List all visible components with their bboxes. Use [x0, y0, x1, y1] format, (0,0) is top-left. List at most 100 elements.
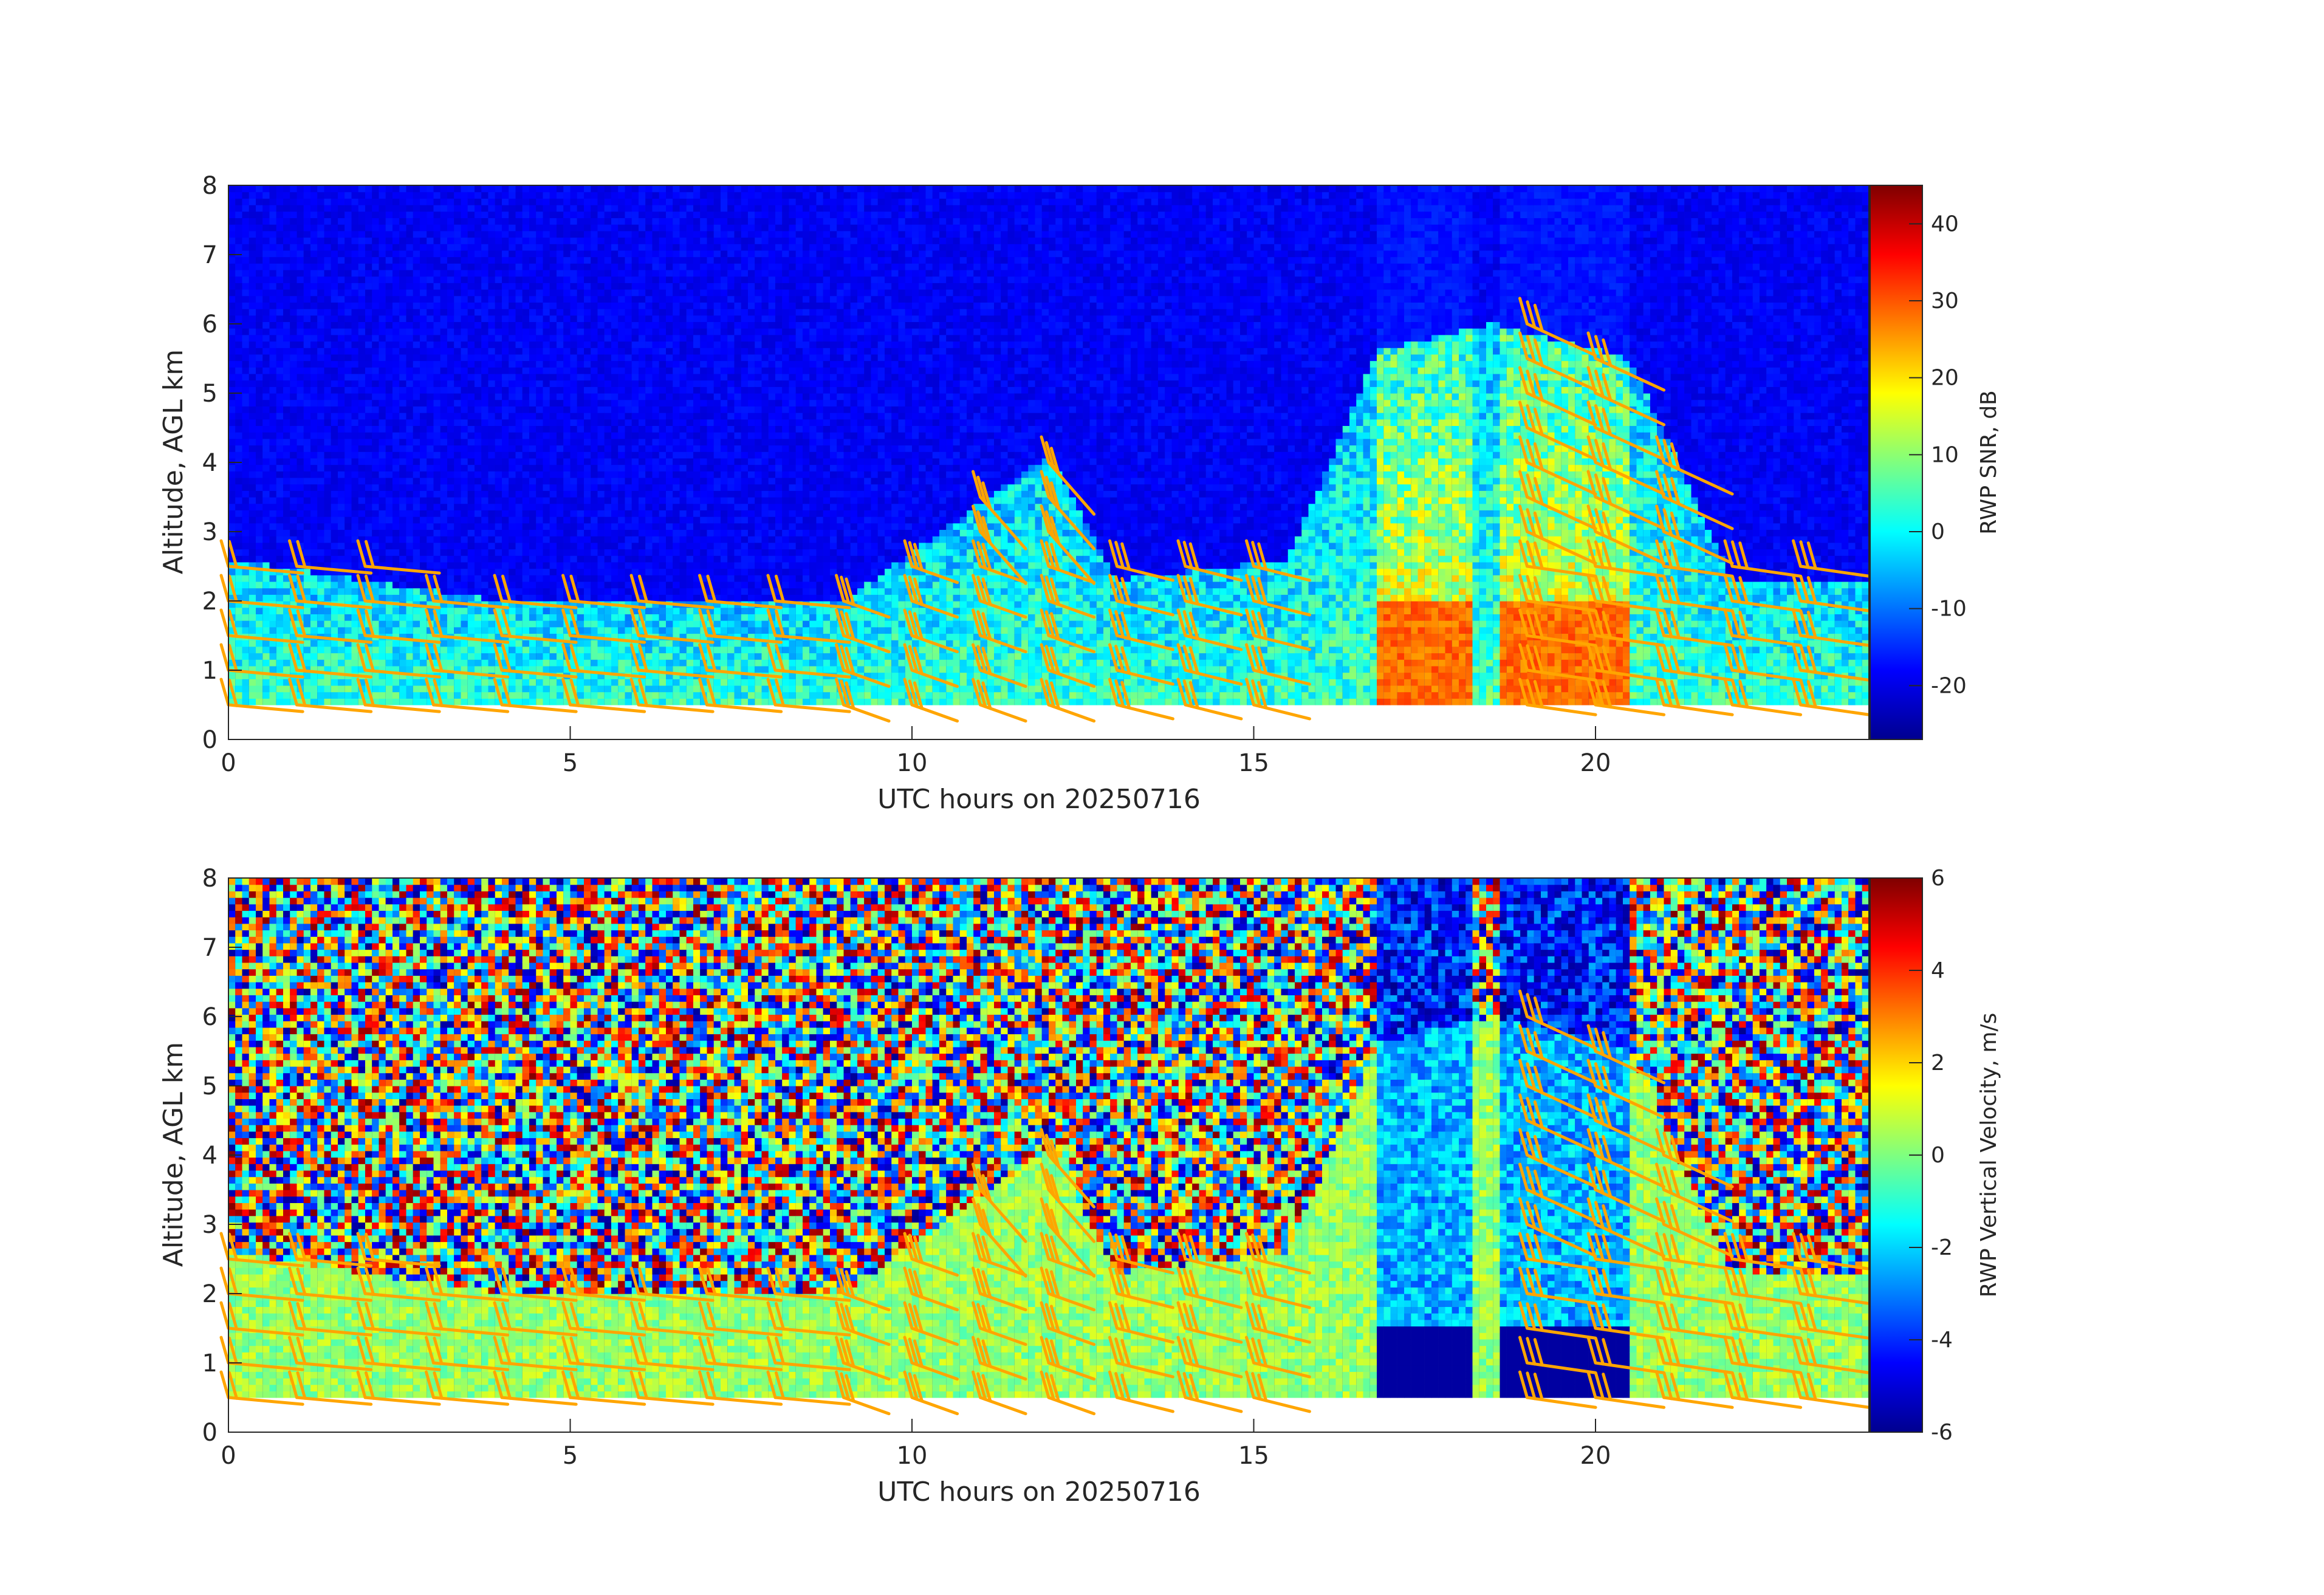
top-heatmap-cell [338, 549, 345, 556]
top-heatmap-cell [536, 191, 544, 199]
top-heatmap-cell [399, 360, 407, 368]
top-heatmap-cell [283, 269, 290, 277]
top-heatmap-cell [406, 367, 414, 374]
top-heatmap-cell [604, 283, 612, 290]
top-heatmap-cell [331, 302, 338, 309]
top-heatmap-cell [557, 244, 564, 251]
top-heatmap-cell [372, 464, 380, 472]
top-heatmap-cell [269, 205, 277, 212]
top-heatmap-cell [536, 536, 544, 543]
top-heatmap-cell [577, 419, 584, 427]
top-heatmap-cell [276, 315, 284, 323]
top-heatmap-cell [420, 399, 427, 406]
top-heatmap-cell [406, 419, 414, 427]
top-heatmap-cell [344, 464, 352, 472]
top-heatmap-cell [324, 309, 332, 316]
top-heatmap-cell [351, 348, 359, 355]
top-heatmap-cell [618, 445, 626, 452]
top-heatmap-cell [283, 218, 290, 225]
top-heatmap-cell [256, 698, 263, 705]
top-heatmap-cell [475, 263, 482, 270]
top-heatmap-cell [467, 451, 475, 459]
top-heatmap-cell [447, 334, 454, 342]
top-heatmap-cell [591, 432, 598, 439]
top-heatmap-cell [317, 555, 325, 563]
top-heatmap-cell [358, 516, 366, 524]
top-heatmap-cell [618, 354, 626, 362]
top-heatmap-cell [420, 302, 427, 309]
top-heatmap-cell [365, 237, 372, 244]
top-heatmap-cell [447, 529, 454, 537]
top-heatmap-cell [577, 283, 584, 290]
top-heatmap-cell [358, 230, 366, 238]
top-heatmap-cell [262, 633, 270, 640]
top-heatmap-cell [283, 594, 290, 602]
top-heatmap-cell [256, 640, 263, 647]
top-heatmap-cell [351, 321, 359, 329]
top-heatmap-cell [570, 386, 578, 394]
top-heatmap-cell [557, 295, 564, 303]
top-heatmap-cell [549, 432, 557, 439]
top-heatmap-cell [290, 354, 298, 362]
top-heatmap-cell [344, 679, 352, 686]
top-heatmap-cell [570, 328, 578, 335]
top-heatmap-cell [509, 471, 516, 478]
top-heatmap-cell [358, 679, 366, 686]
top-heatmap-cell [406, 218, 414, 225]
top-heatmap-cell [563, 399, 571, 406]
top-heatmap-cell [283, 575, 290, 582]
top-heatmap-cell [543, 354, 550, 362]
top-heatmap-cell [454, 523, 462, 530]
top-heatmap-cell [461, 269, 468, 277]
top-heatmap-cell [379, 413, 386, 420]
top-heatmap-cell [577, 529, 584, 537]
top-heatmap-cell [365, 484, 372, 491]
top-heatmap-cell [509, 302, 516, 309]
top-heatmap-cell [591, 679, 598, 686]
top-heatmap-cell [338, 367, 345, 374]
top-heatmap-cell [303, 561, 311, 569]
top-heatmap-cell [529, 341, 536, 348]
top-heatmap-cell [269, 367, 277, 374]
top-heatmap-cell [467, 549, 475, 556]
top-heatmap-cell [536, 198, 544, 205]
top-heatmap-cell [447, 367, 454, 374]
top-heatmap-cell [631, 555, 639, 563]
top-heatmap-cell [413, 536, 420, 543]
top-heatmap-cell [351, 413, 359, 420]
top-heatmap-cell [235, 373, 243, 381]
top-heatmap-cell [242, 237, 250, 244]
top-heatmap-cell [372, 380, 380, 387]
top-heatmap-cell [447, 185, 454, 193]
top-heatmap-cell [495, 510, 502, 517]
top-heatmap-cell [577, 477, 584, 485]
top-heatmap-cell [529, 315, 536, 323]
top-heatmap-cell [256, 633, 263, 640]
top-heatmap-cell [249, 640, 256, 647]
top-heatmap-cell [639, 490, 646, 498]
top-heatmap-cell [283, 529, 290, 537]
top-heatmap-cell [358, 458, 366, 465]
top-heatmap-cell [440, 601, 448, 608]
top-heatmap-cell [584, 503, 591, 510]
top-heatmap-cell [557, 276, 564, 283]
top-heatmap-cell [454, 445, 462, 452]
top-heatmap-cell [365, 458, 372, 465]
top-heatmap-cell [604, 555, 612, 563]
top-heatmap-cell [447, 458, 454, 465]
top-heatmap-cell [296, 198, 304, 205]
top-heatmap-cell [522, 685, 530, 693]
top-heatmap-cell [427, 594, 434, 602]
top-heatmap-cell [392, 315, 400, 323]
top-heatmap-cell [420, 659, 427, 667]
top-heatmap-cell [481, 224, 489, 232]
top-heatmap-cell [242, 438, 250, 446]
top-heatmap-cell [461, 620, 468, 628]
top-heatmap-cell [303, 360, 311, 368]
top-heatmap-cell [604, 445, 612, 452]
top-heatmap-cell [249, 224, 256, 232]
top-heatmap-cell [372, 341, 380, 348]
top-heatmap-cell [351, 425, 359, 433]
top-heatmap-cell [631, 497, 639, 504]
top-heatmap-cell [529, 646, 536, 654]
